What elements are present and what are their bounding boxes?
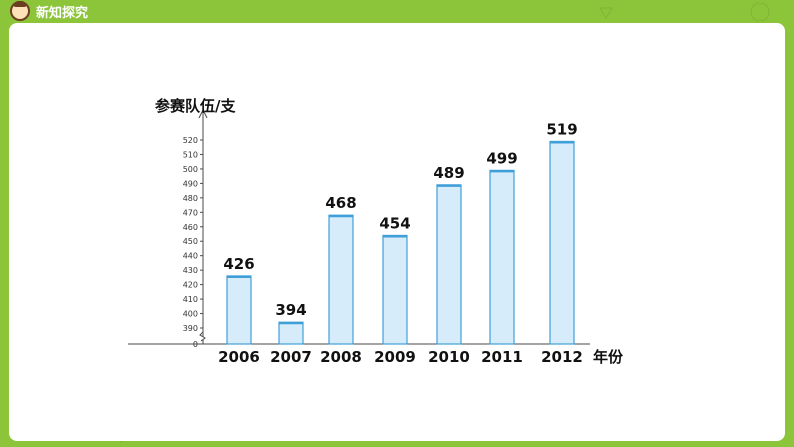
y-axis-break-marker <box>199 331 206 342</box>
y-tick-label: 490 <box>183 179 198 188</box>
bar <box>328 214 354 345</box>
y-tick-label: 480 <box>183 194 198 203</box>
y-tick-label: 420 <box>183 281 198 290</box>
x-tick-label: 2009 <box>374 348 416 366</box>
y-axis-arrow <box>198 108 208 119</box>
bar-value-label: 454 <box>379 214 410 232</box>
bar-value-label: 519 <box>546 120 577 138</box>
y-tick-label: 0 <box>193 340 198 349</box>
section-header: 新知探究 <box>0 0 88 22</box>
section-title: 新知探究 <box>36 5 89 21</box>
bar-value-label: 394 <box>275 301 306 319</box>
y-tick-label: 400 <box>183 310 198 319</box>
bar-value-label: 426 <box>223 255 254 273</box>
bar <box>278 321 304 345</box>
x-tick-label: 2010 <box>428 348 470 366</box>
bar <box>549 140 575 345</box>
content-card <box>9 23 785 441</box>
bar <box>436 184 462 345</box>
y-tick-label: 450 <box>183 237 198 246</box>
y-tick-label: 430 <box>183 266 198 275</box>
bar-value-label: 468 <box>325 194 356 212</box>
x-tick-label: 2008 <box>320 348 362 366</box>
y-tick-label: 470 <box>183 208 198 217</box>
x-tick-label: 2006 <box>218 348 260 366</box>
bar <box>226 275 252 345</box>
bar <box>382 234 408 345</box>
y-axis-title: 参赛队伍/支 <box>155 97 236 115</box>
y-tick-label: 410 <box>183 295 198 304</box>
y-tick-label: 510 <box>183 150 198 159</box>
y-tick-label: 390 <box>183 324 198 333</box>
y-tick-label: 460 <box>183 223 198 232</box>
x-axis-title: 年份 <box>593 348 624 366</box>
bar <box>489 169 515 345</box>
bar-value-label: 499 <box>486 149 517 167</box>
x-tick-label: 2007 <box>270 348 312 366</box>
y-tick-label: 440 <box>183 252 198 261</box>
x-tick-label: 2011 <box>481 348 523 366</box>
y-tick-label: 500 <box>183 165 198 174</box>
x-tick-label: 2012 <box>541 348 583 366</box>
mascot-icon <box>10 1 30 21</box>
bar-value-label: 489 <box>433 164 464 182</box>
y-tick-label: 520 <box>183 136 198 145</box>
